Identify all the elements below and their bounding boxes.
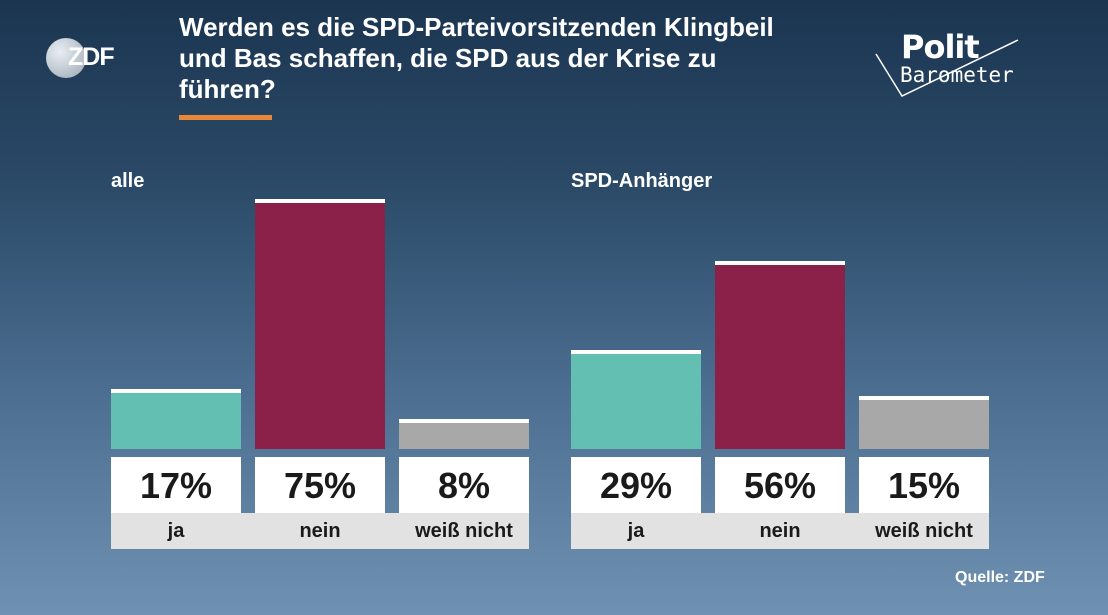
category-label-spd-anh-nger-ja: ja xyxy=(627,520,645,542)
politbarometer-logo-line2: Barometer xyxy=(900,63,1014,87)
bar-cap-alle-ja xyxy=(111,389,241,393)
category-strip-alle xyxy=(111,513,529,549)
zdf-logo-text: ZDF xyxy=(68,43,115,71)
bar-cap-spd-anh-nger-ja xyxy=(571,350,701,354)
politbarometer-logo-line1: Polit xyxy=(901,28,980,66)
bar-alle-nein xyxy=(255,203,385,449)
data-label-spd-anh-nger-ja: 29% xyxy=(571,457,701,513)
page-title: Werden es die SPD-Parteivorsitzenden Kli… xyxy=(179,12,774,104)
category-label-spd-anh-nger-weiss-nicht: weiß nicht xyxy=(875,520,973,542)
bar-cap-alle-weiss-nicht xyxy=(399,419,529,423)
category-label-alle-nein: nein xyxy=(299,520,341,542)
bar-alle-weiss-nicht xyxy=(399,423,529,449)
bar-alle-ja xyxy=(111,393,241,449)
category-strip-spd-anh-nger xyxy=(571,513,989,549)
category-label-spd-anh-nger-nein: nein xyxy=(759,520,801,542)
bar-cap-spd-anh-nger-weiss-nicht xyxy=(859,396,989,400)
bar-spd-anh-nger-nein xyxy=(715,265,845,449)
data-label-alle-ja: 17% xyxy=(111,457,241,513)
data-label-alle-weiss-nicht: 8% xyxy=(399,457,529,513)
group-label-spd-anh-nger: SPD-Anhänger xyxy=(571,170,713,192)
bar-cap-spd-anh-nger-nein xyxy=(715,261,845,265)
bar-spd-anh-nger-weiss-nicht xyxy=(859,400,989,449)
bar-spd-anh-nger-ja xyxy=(571,354,701,449)
data-label-alle-nein: 75% xyxy=(255,457,385,513)
category-label-alle-ja: ja xyxy=(167,520,185,542)
zdf-logo: ZDF xyxy=(46,38,122,78)
group-label-alle: alle xyxy=(111,170,145,192)
data-label-spd-anh-nger-weiss-nicht: 15% xyxy=(859,457,989,513)
bar-cap-alle-nein xyxy=(255,199,385,203)
title-accent-line xyxy=(179,115,272,120)
checkmark-icon xyxy=(875,39,1019,97)
zdf-logo-circle xyxy=(46,38,86,78)
data-label-spd-anh-nger-nein: 56% xyxy=(715,457,845,513)
politbarometer-logo: Polit Barometer xyxy=(872,28,1032,100)
source-note: Quelle: ZDF xyxy=(955,569,1045,586)
category-label-alle-weiss-nicht: weiß nicht xyxy=(415,520,513,542)
